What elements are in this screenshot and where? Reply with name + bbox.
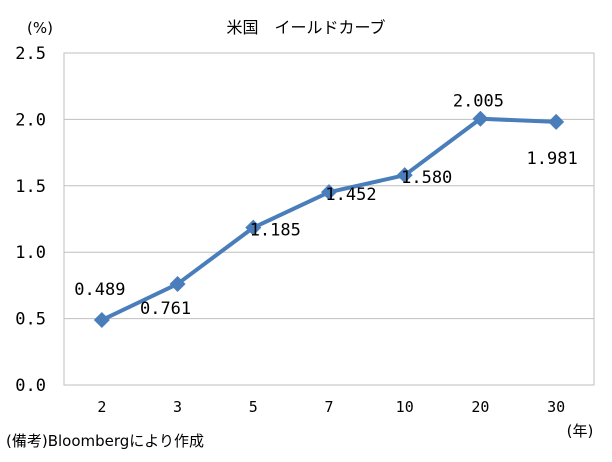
data-point-marker <box>548 113 565 130</box>
data-labels: 0.489 0.761 1.185 1.452 1.580 2.005 1.981 <box>74 92 577 319</box>
series-layer <box>93 110 565 329</box>
data-point-marker <box>169 275 186 292</box>
data-point-marker <box>396 167 413 184</box>
y-axis-unit-label: (%) <box>27 19 53 37</box>
chart-title: 米国 イールドカーブ <box>226 18 385 37</box>
x-tick-label: 10 <box>396 398 414 416</box>
x-axis-unit-label: (年) <box>567 422 594 440</box>
data-label: 1.580 <box>401 168 452 188</box>
x-tick-label: 20 <box>471 398 489 416</box>
x-tick-label: 5 <box>249 398 258 416</box>
x-tick-label: 3 <box>173 398 182 416</box>
y-tick-label: 2.0 <box>15 110 46 130</box>
x-tick-label: 2 <box>97 398 106 416</box>
data-point-marker <box>245 219 262 236</box>
y-axis-ticks: 0.0 0.5 1.0 1.5 2.0 2.5 <box>15 44 46 396</box>
data-label: 1.452 <box>325 185 376 205</box>
y-tick-label: 0.0 <box>15 376 46 396</box>
source-note: (備考)Bloombergにより作成 <box>6 432 204 450</box>
data-label: 2.005 <box>453 92 504 112</box>
data-label: 1.981 <box>527 149 578 169</box>
y-tick-label: 0.5 <box>15 310 46 330</box>
x-tick-label: 7 <box>324 398 333 416</box>
data-point-marker <box>321 184 337 201</box>
series-line <box>99 116 559 323</box>
plot-area-border <box>63 52 595 386</box>
data-label: 0.489 <box>74 280 125 300</box>
data-label: 1.185 <box>250 221 301 241</box>
data-point-marker <box>93 312 110 329</box>
data-point-marker <box>472 110 489 127</box>
y-tick-label: 1.5 <box>15 177 46 197</box>
x-axis-ticks: 2 3 5 7 10 20 30 <box>97 398 565 416</box>
grid-lines <box>64 118 594 320</box>
y-tick-label: 1.0 <box>15 243 46 263</box>
x-tick-label: 30 <box>547 398 565 416</box>
data-label: 0.761 <box>140 299 191 319</box>
y-tick-label: 2.5 <box>15 44 46 64</box>
